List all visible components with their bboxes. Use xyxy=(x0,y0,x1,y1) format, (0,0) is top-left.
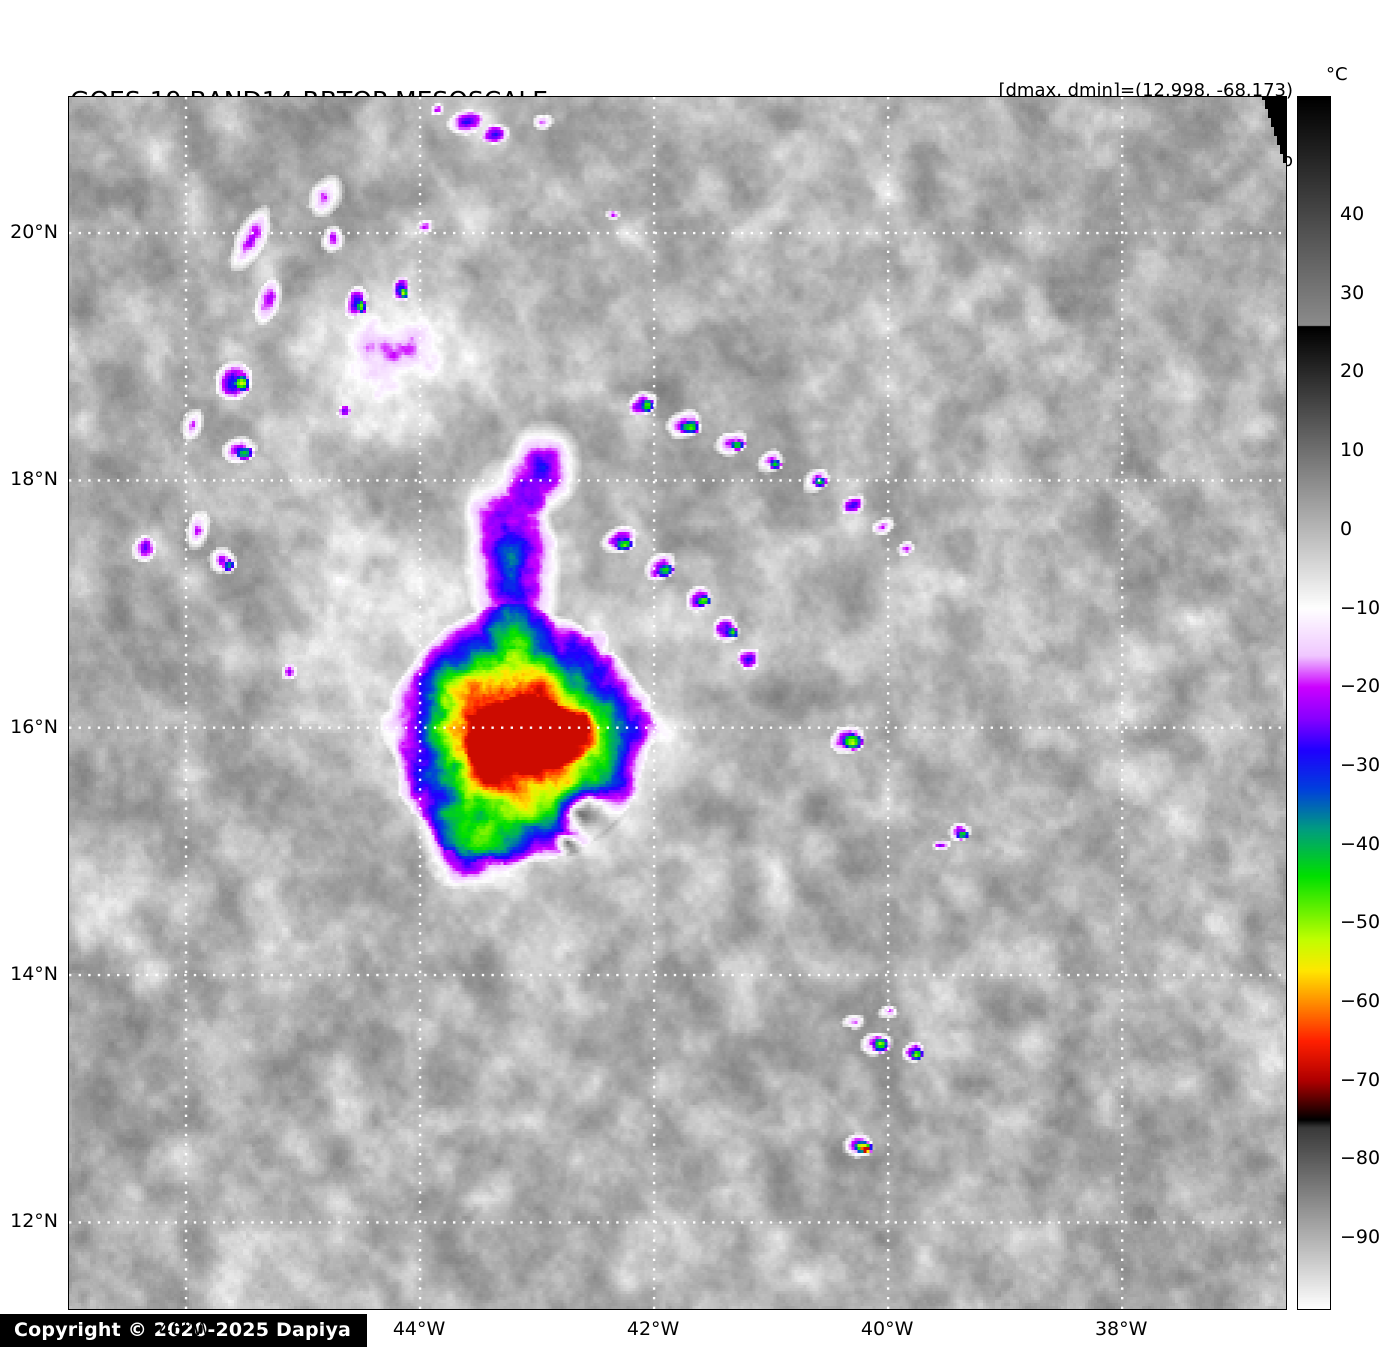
x-tick-label: 46°W xyxy=(158,1318,212,1340)
y-tick-label: 16°N xyxy=(10,715,58,738)
x-tick-label: 38°W xyxy=(1094,1318,1148,1340)
colorbar-tick-minus10: −10 xyxy=(1340,596,1381,619)
colorbar-tick-40: 40 xyxy=(1340,203,1365,226)
satellite-imagery-canvas xyxy=(69,97,1286,1309)
colorbar-tick-minus20: −20 xyxy=(1340,675,1381,698)
colorbar-gradient xyxy=(1298,97,1330,1309)
colorbar-tick-30: 30 xyxy=(1340,281,1365,304)
colorbar-tick-20: 20 xyxy=(1340,360,1365,383)
colorbar-tick-minus50: −50 xyxy=(1340,911,1381,934)
x-tick-label: 40°W xyxy=(860,1318,914,1340)
satellite-image-plot xyxy=(68,96,1287,1310)
y-tick-label: 12°N xyxy=(10,1210,58,1233)
colorbar-tick-minus60: −60 xyxy=(1340,990,1381,1013)
colorbar-tick-minus40: −40 xyxy=(1340,832,1381,855)
colorbar-unit-label: °C xyxy=(1326,64,1348,85)
x-tick-label: 44°W xyxy=(392,1318,446,1340)
colorbar-tick-10: 10 xyxy=(1340,439,1365,462)
y-tick-label: 18°N xyxy=(10,468,58,491)
y-tick-label: 20°N xyxy=(10,221,58,244)
data-range-readout: [dmax, dmin]=(12.998, -68.173) xyxy=(998,79,1293,101)
colorbar-tick-minus30: −30 xyxy=(1340,753,1381,776)
colorbar-tick-minus70: −70 xyxy=(1340,1068,1381,1091)
colorbar-tick-minus90: −90 xyxy=(1340,1226,1381,1249)
y-tick-label: 14°N xyxy=(10,963,58,986)
colorbar-tick-0: 0 xyxy=(1340,517,1353,540)
copyright-notice: Copyright © 2020-2025 Dapiya xyxy=(0,1314,368,1347)
colorbar-tick-minus80: −80 xyxy=(1340,1147,1381,1170)
temperature-colorbar xyxy=(1297,96,1331,1310)
x-tick-label: 42°W xyxy=(626,1318,680,1340)
